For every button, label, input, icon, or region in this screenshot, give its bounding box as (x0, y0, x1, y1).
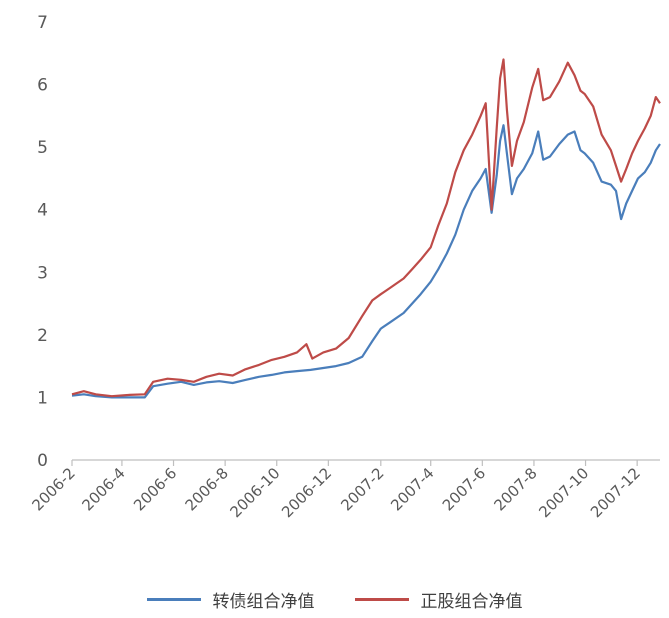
x-tick-label: 2006-10 (227, 464, 284, 521)
x-tick-label: 2006-4 (78, 464, 128, 514)
legend-item-convertible-bond: 转债组合净值 (146, 587, 315, 612)
line-chart: 0 1 2 3 4 5 6 7 2006-2 2006-4 2006-6 2006-82006-10… (29, 13, 661, 521)
y-tick-label: 3 (37, 263, 48, 283)
legend-item-underlying-stock: 正股组合净值 (354, 587, 523, 612)
x-tick-label: 2006-2 (29, 464, 79, 514)
y-tick-label: 7 (37, 13, 48, 33)
legend-swatch-convertible-bond (146, 597, 201, 601)
legend: 转债组合净值 正股组合净值 (0, 585, 669, 613)
x-tick-label: 2006-8 (182, 464, 232, 514)
x-tick-label: 2007-12 (587, 464, 644, 521)
series-line-underlying-stock (71, 58, 661, 398)
y-tick-label: 6 (37, 76, 48, 96)
x-tick-label: 2006-12 (278, 464, 335, 521)
x-tick-label: 2007-10 (535, 464, 592, 521)
series-lines (71, 58, 661, 399)
y-axis-ticks: 0 1 2 3 4 5 6 7 (37, 13, 48, 471)
series-line-convertible-bond (71, 124, 661, 399)
legend-label-convertible-bond: 转债组合净值 (212, 591, 315, 612)
x-tick-label: 2007-8 (490, 464, 540, 514)
y-tick-label: 2 (37, 326, 48, 346)
legend-label-underlying-stock: 正股组合净值 (420, 591, 523, 612)
x-tick-label: 2007-4 (387, 464, 437, 514)
legend-swatch-underlying-stock (354, 597, 409, 601)
x-tick-label: 2007-2 (337, 464, 387, 514)
y-tick-label: 5 (37, 138, 48, 158)
y-tick-label: 1 (37, 388, 48, 408)
x-tick-label: 2006-6 (130, 464, 180, 514)
y-tick-label: 0 (37, 451, 48, 471)
y-tick-label: 4 (37, 201, 48, 221)
x-tick-label: 2007-6 (439, 464, 489, 514)
